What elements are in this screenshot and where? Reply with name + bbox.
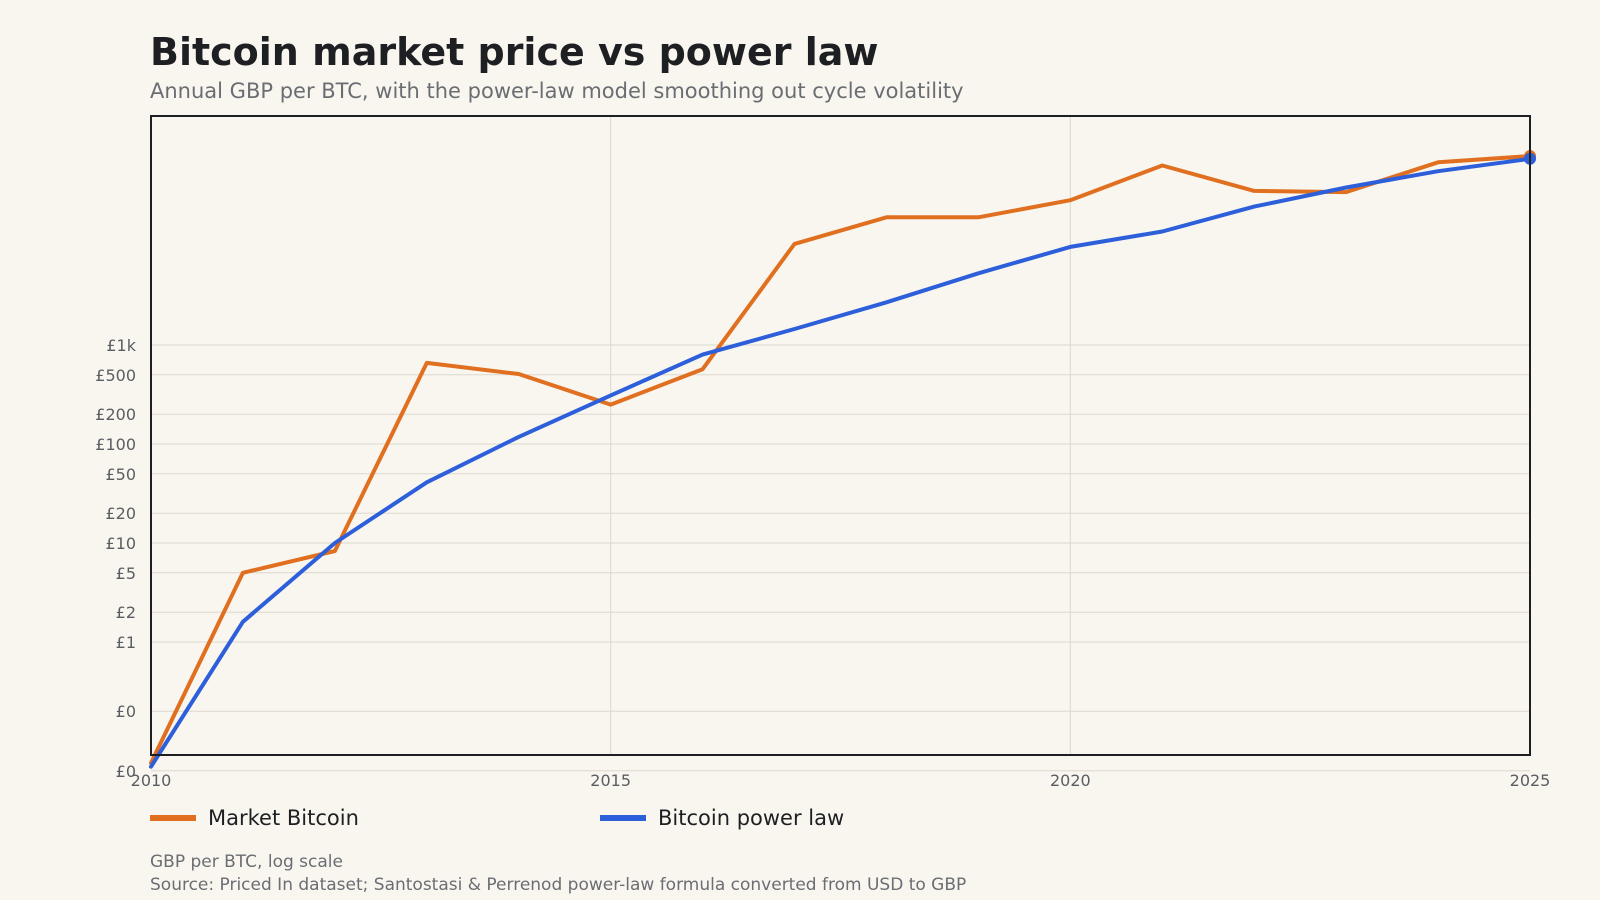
x-tick-label: 2025: [1510, 771, 1551, 790]
x-tick-label: 2010: [131, 771, 172, 790]
y-tick-label: £200: [95, 405, 136, 424]
x-tick-labels: 2010 2015 2020 2025: [131, 771, 1551, 790]
legend: Market Bitcoin Bitcoin power law: [150, 804, 1050, 832]
series-line-power-law: [149, 156, 1532, 769]
y-tick-label: £50: [105, 465, 136, 484]
series-layer: [149, 150, 1536, 769]
x-tick-label: 2015: [590, 771, 631, 790]
y-tick-label: £1: [116, 633, 136, 652]
legend-label-power-law: Bitcoin power law: [658, 806, 845, 830]
plot-frame: [150, 115, 1531, 756]
legend-swatch-power-law: [600, 815, 646, 821]
series-line-market: [149, 154, 1532, 765]
y-tick-label: £100: [95, 435, 136, 454]
y-tick-label: £1k: [106, 336, 136, 355]
y-tick-label: £20: [105, 504, 136, 523]
legend-label-market: Market Bitcoin: [208, 806, 359, 830]
chart-title: Bitcoin market price vs power law: [150, 30, 879, 74]
legend-item-market: Market Bitcoin: [150, 804, 359, 832]
x-tick-label: 2020: [1050, 771, 1091, 790]
source-note: Source: Priced In dataset; Santostasi & …: [150, 875, 967, 895]
y-tick-label: £0: [116, 762, 136, 781]
y-tick-label: £2: [116, 603, 136, 622]
axis-note: GBP per BTC, log scale: [150, 852, 343, 872]
grid-layer: [151, 116, 1530, 772]
y-tick-label: £5: [116, 564, 136, 583]
y-tick-label: £0: [116, 702, 136, 721]
y-tick-label: £10: [105, 534, 136, 553]
y-tick-labels: £0 £0 £1 £2 £5 £10 £20 £50 £100 £200 £500 £1k: [95, 336, 136, 781]
legend-item-power-law: Bitcoin power law: [600, 804, 844, 832]
chart-subtitle: Annual GBP per BTC, with the power-law m…: [150, 79, 964, 103]
y-tick-label: £500: [95, 366, 136, 385]
legend-swatch-market: [150, 815, 196, 821]
